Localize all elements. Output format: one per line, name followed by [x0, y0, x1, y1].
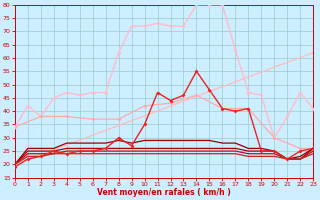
- X-axis label: Vent moyen/en rafales ( km/h ): Vent moyen/en rafales ( km/h ): [97, 188, 231, 197]
